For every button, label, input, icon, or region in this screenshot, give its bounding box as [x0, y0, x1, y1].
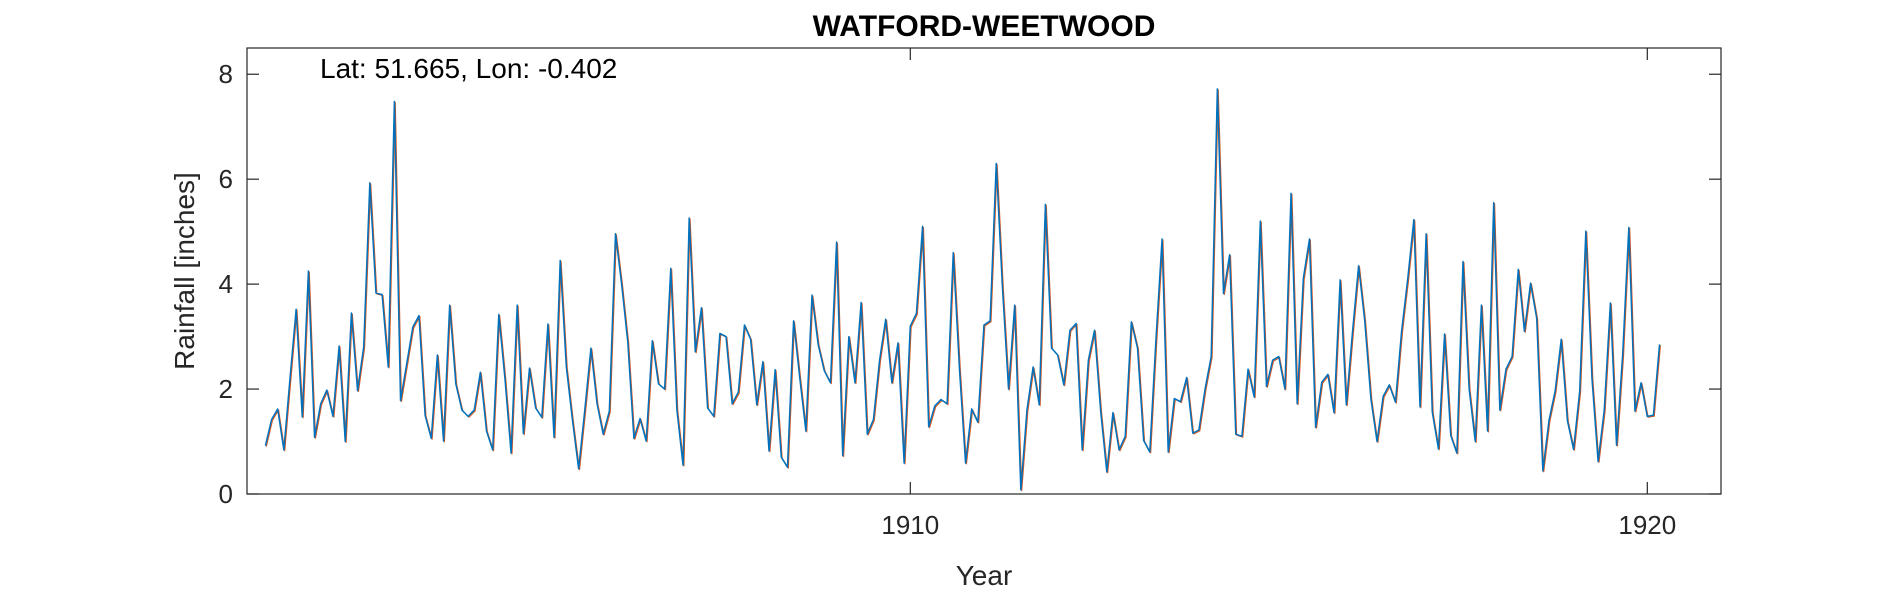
- chart-title: WATFORD-WEETWOOD: [813, 10, 1156, 43]
- series-layer: [264, 88, 1661, 492]
- series-line: [264, 88, 1661, 491]
- y-tick-label: 4: [219, 269, 233, 299]
- x-axis: 1910 1920: [881, 48, 1676, 540]
- y-tick-label: 8: [219, 59, 233, 89]
- x-tick-label: 1910: [881, 510, 939, 540]
- series-secondary-line: [265, 89, 1661, 492]
- x-axis-label: Year: [956, 560, 1013, 591]
- chart-annotation: Lat: 51.665, Lon: -0.402: [320, 53, 617, 84]
- y-tick-label: 0: [219, 479, 233, 509]
- y-axis: 0 2 4 6 8: [219, 59, 1721, 509]
- y-tick-label: 6: [219, 164, 233, 194]
- x-tick-label: 1920: [1618, 510, 1676, 540]
- y-axis-label: Rainfall [inches]: [169, 172, 200, 370]
- plot-box: [246, 47, 1722, 495]
- y-tick-label: 2: [219, 374, 233, 404]
